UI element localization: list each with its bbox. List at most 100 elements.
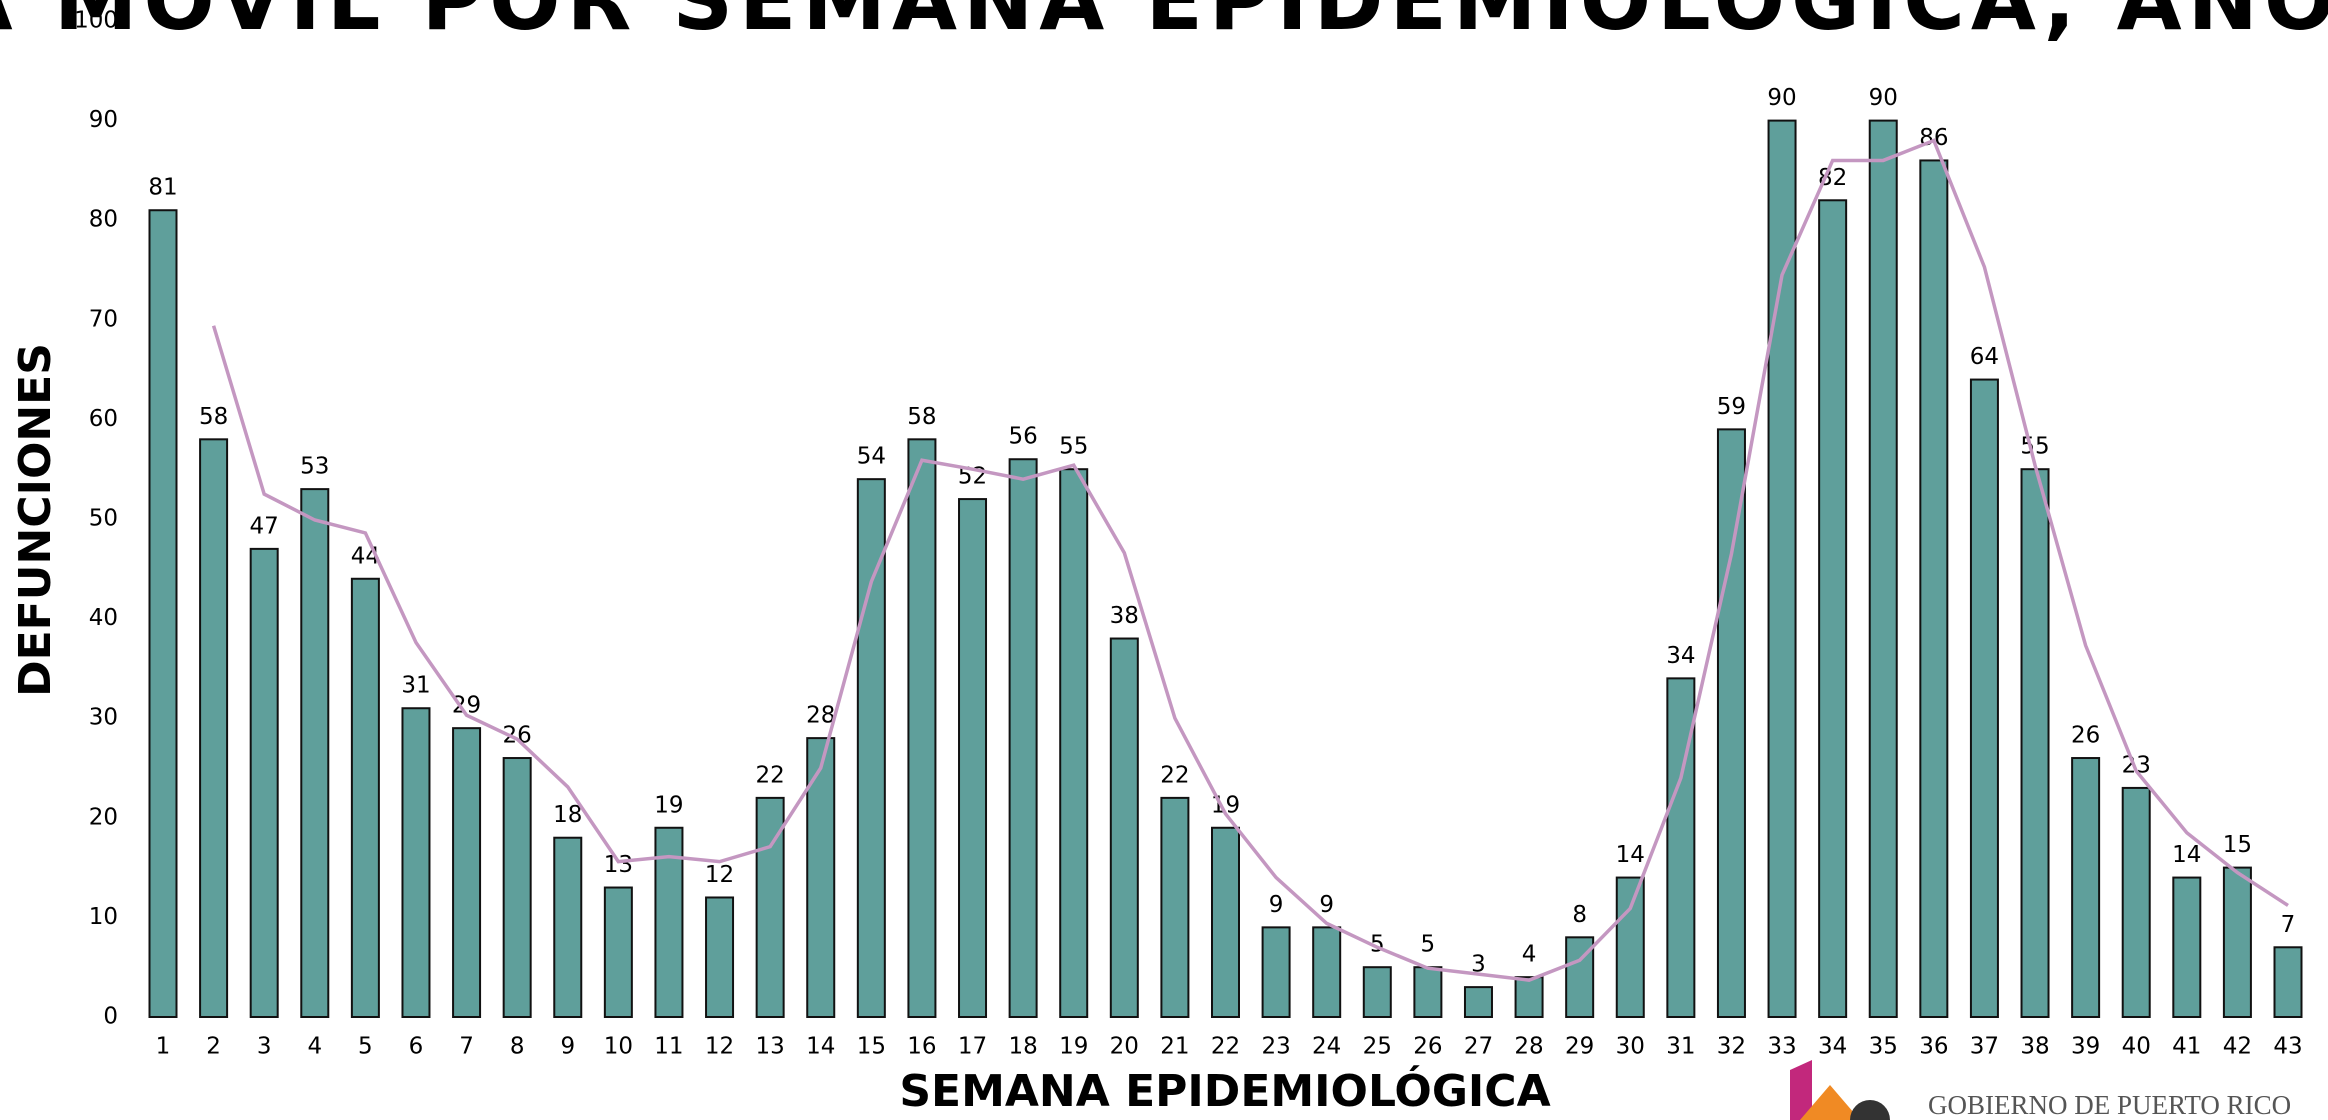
x-tick-label: 1	[156, 1034, 171, 1060]
bar	[705, 896, 735, 1018]
x-tick-label: 10	[604, 1034, 633, 1060]
x-tick-label: 42	[2223, 1034, 2252, 1060]
x-tick-label: 9	[560, 1034, 575, 1060]
bar	[249, 547, 279, 1018]
bar	[502, 757, 532, 1018]
x-tick-label: 15	[857, 1034, 886, 1060]
data-label: 9	[1319, 892, 1334, 918]
x-tick-label: 16	[907, 1034, 936, 1060]
x-tick-label: 32	[1717, 1034, 1746, 1060]
bar	[1767, 119, 1797, 1019]
data-label: 12	[705, 862, 734, 888]
bar	[856, 478, 886, 1019]
x-tick-label: 34	[1818, 1034, 1847, 1060]
logo-shape	[1790, 1060, 1812, 1120]
x-tick-label: 4	[307, 1034, 322, 1060]
bar	[1059, 468, 1089, 1018]
logo-shape	[1800, 1085, 1860, 1120]
bar	[553, 836, 583, 1018]
data-label: 18	[553, 802, 582, 828]
moving-average-line	[211, 138, 2289, 982]
data-label: 8	[1572, 902, 1587, 928]
x-tick-label: 28	[1514, 1034, 1543, 1060]
x-tick-label: 5	[358, 1034, 373, 1060]
x-tick-label: 21	[1160, 1034, 1189, 1060]
y-tick-label: 10	[89, 904, 118, 930]
bar	[907, 438, 937, 1018]
bar	[1514, 976, 1544, 1018]
x-tick-label: 14	[806, 1034, 835, 1060]
x-tick-label: 27	[1464, 1034, 1493, 1060]
bar	[1109, 637, 1139, 1019]
data-label: 7	[2281, 912, 2296, 938]
x-tick-label: 36	[1919, 1034, 1948, 1060]
bar	[1615, 876, 1645, 1018]
x-tick-label: 35	[1869, 1034, 1898, 1060]
bar	[199, 438, 229, 1018]
x-tick-label: 13	[756, 1034, 785, 1060]
data-label: 22	[756, 762, 785, 788]
bar	[1261, 926, 1291, 1018]
data-label: 90	[1869, 85, 1898, 111]
bar	[2172, 876, 2202, 1018]
bar	[350, 577, 380, 1018]
data-label: 4	[1522, 942, 1537, 968]
data-label: 58	[199, 404, 228, 430]
x-tick-label: 7	[459, 1034, 474, 1060]
y-tick-label: 70	[89, 306, 118, 332]
x-tick-label: 43	[2273, 1034, 2302, 1060]
x-axis-label: SEMANA EPIDEMIOLÓGICA	[899, 1064, 1550, 1117]
logo-seal	[1850, 1100, 1890, 1120]
x-tick-label: 25	[1363, 1034, 1392, 1060]
data-label: 81	[148, 175, 177, 201]
y-tick-label: 50	[89, 506, 118, 532]
bar	[1969, 378, 1999, 1018]
x-tick-label: 2	[206, 1034, 221, 1060]
data-label: 15	[2223, 832, 2252, 858]
data-label: 90	[1767, 85, 1796, 111]
bar	[1413, 966, 1443, 1019]
bar	[1362, 966, 1392, 1019]
bar	[2020, 468, 2050, 1018]
x-tick-label: 39	[2071, 1034, 2100, 1060]
bar	[2222, 866, 2252, 1018]
bar	[1160, 796, 1190, 1018]
data-label: 34	[1666, 643, 1695, 669]
x-tick-label: 37	[1970, 1034, 1999, 1060]
data-label: 56	[1008, 424, 1037, 450]
data-label: 31	[401, 673, 430, 699]
y-tick-label: 60	[89, 406, 118, 432]
y-tick-label: 90	[89, 107, 118, 133]
x-tick-label: 6	[409, 1034, 424, 1060]
bar	[1008, 458, 1038, 1018]
bar	[654, 826, 684, 1019]
bar	[1463, 986, 1493, 1018]
data-label: 47	[250, 513, 279, 539]
data-label: 38	[1110, 603, 1139, 629]
data-label: 3	[1471, 952, 1486, 978]
bar	[452, 727, 482, 1018]
data-label: 23	[2122, 752, 2151, 778]
y-tick-label: 40	[89, 605, 118, 631]
bar	[958, 498, 988, 1018]
x-tick-label: 41	[2172, 1034, 2201, 1060]
data-label: 86	[1919, 125, 1948, 151]
data-label: 14	[2172, 842, 2201, 868]
bar	[1868, 119, 1898, 1019]
bar	[1312, 926, 1342, 1018]
data-label: 19	[654, 792, 683, 818]
y-tick-label: 0	[103, 1004, 118, 1030]
data-label: 14	[1616, 842, 1645, 868]
bar	[1919, 159, 1949, 1018]
x-tick-label: 31	[1666, 1034, 1695, 1060]
y-tick-label: 100	[74, 8, 118, 34]
x-tick-label: 40	[2122, 1034, 2151, 1060]
x-tick-label: 19	[1059, 1034, 1088, 1060]
data-label: 26	[2071, 723, 2100, 749]
data-label: 5	[1370, 932, 1385, 958]
bar	[2273, 946, 2303, 1019]
x-tick-label: 30	[1616, 1034, 1645, 1060]
chart-title: MEDIA MÓVIL POR SEMANA EPIDEMIOLÓGICA, A…	[0, 0, 2328, 49]
x-tick-label: 18	[1008, 1034, 1037, 1060]
